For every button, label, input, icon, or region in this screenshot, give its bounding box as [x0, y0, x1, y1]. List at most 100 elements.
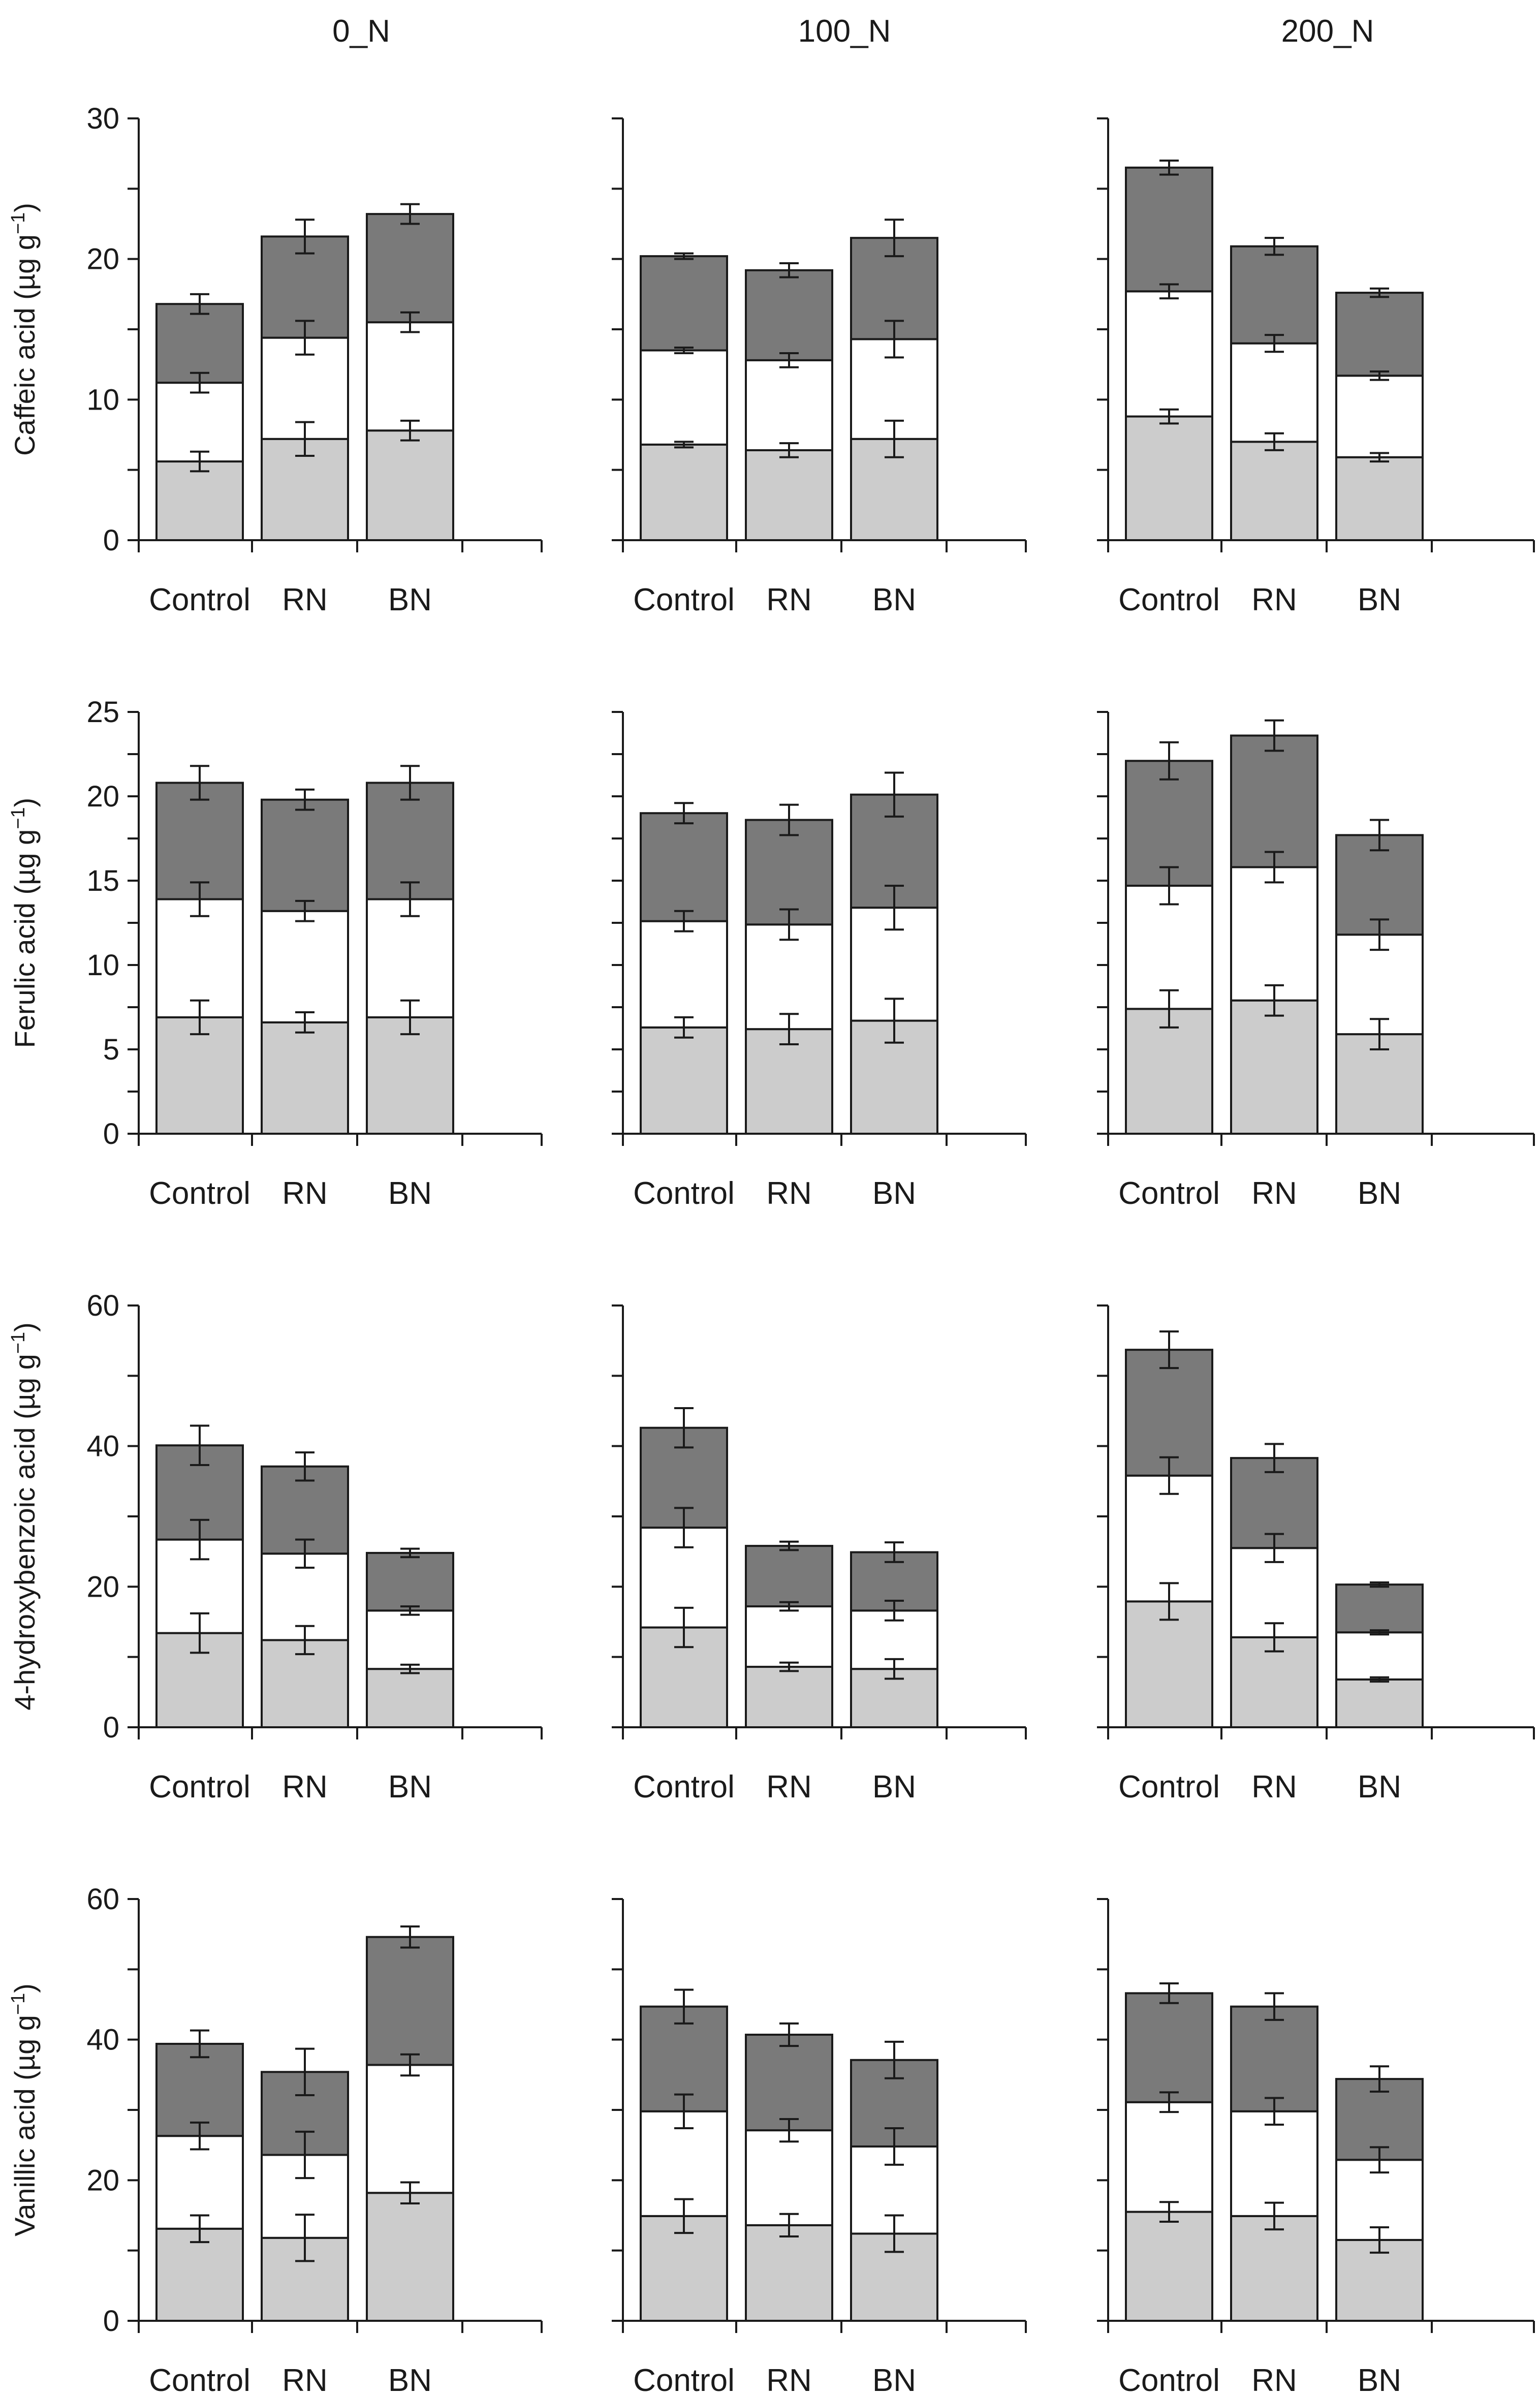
bar-segment-top — [1230, 2005, 1318, 2112]
bar-segment-middle — [1125, 290, 1213, 418]
bar-segment-top — [366, 213, 454, 324]
y-axis-title-superscript: −1 — [8, 1332, 29, 1354]
bar-rn — [261, 788, 349, 1135]
bar-segment-bottom — [1335, 1033, 1424, 1135]
bar-segment-bottom — [640, 1026, 728, 1135]
bar-segment-bottom — [155, 460, 244, 541]
bar-segment-bottom — [1125, 415, 1213, 541]
bar-control — [1125, 160, 1213, 541]
bar-segment-top — [1335, 292, 1424, 377]
bar-segment-bottom — [1230, 441, 1318, 541]
bar-rn — [261, 1451, 349, 1728]
y-axis-title-close: ) — [9, 1983, 41, 1993]
chart-row-3: Vanillic acid (µg g−1) 0 20 40 60 Control RN BN… — [8, 1883, 1535, 2395]
x-category-label: BN — [388, 582, 432, 617]
bar-segment-bottom — [1125, 1600, 1213, 1728]
panel-1-0: 0 5 10 15 20 25 Control RN BN — [86, 696, 543, 1211]
x-category-label: Control — [633, 2363, 735, 2395]
y-tick-label: 60 — [86, 1289, 119, 1322]
y-tick-label: 60 — [86, 1883, 119, 1916]
bar-segment-top — [366, 782, 454, 900]
x-category-label: RN — [282, 1176, 328, 1211]
x-category-label: RN — [766, 582, 812, 617]
bar-segment-middle — [1125, 884, 1213, 1010]
x-category-label: RN — [282, 2363, 328, 2395]
x-category-label: BN — [1358, 1176, 1401, 1211]
bar-segment-top — [745, 269, 833, 361]
y-axis-title-close: ) — [9, 203, 41, 212]
panel-3-2: Control RN BN — [1097, 1898, 1535, 2395]
y-axis-title-superscript: −1 — [8, 807, 29, 829]
bar-segment-middle — [1125, 1474, 1213, 1603]
bar-bn — [850, 2040, 938, 2322]
bar-bn — [1335, 287, 1424, 541]
bar-rn — [1230, 1992, 1318, 2322]
bar-bn — [1335, 819, 1424, 1135]
bar-segment-middle — [1335, 375, 1424, 458]
x-category-label: BN — [872, 1176, 916, 1211]
x-category-label: RN — [1251, 1769, 1297, 1805]
y-tick-label: 15 — [86, 864, 119, 897]
bar-segment-bottom — [745, 1028, 833, 1135]
bar-segment-middle — [745, 1605, 833, 1668]
y-tick-label: 40 — [86, 2024, 119, 2057]
bar-segment-middle — [366, 321, 454, 432]
bar-segment-middle — [745, 359, 833, 451]
bar-segment-middle — [640, 920, 728, 1029]
panel-2-0: 0 20 40 60 Control RN BN — [86, 1289, 543, 1805]
bar-rn — [1230, 237, 1318, 541]
y-axis-title-superscript: −1 — [8, 212, 29, 234]
x-category-label: BN — [1358, 582, 1401, 617]
x-category-label: Control — [1118, 1176, 1220, 1211]
chart-row-2: 4-hydroxybenzoic acid (µg g−1) 0 20 40 60 Con… — [8, 1289, 1535, 1805]
y-axis-title-close: ) — [9, 1322, 41, 1332]
x-category-label: BN — [388, 1176, 432, 1211]
panel-1-2: Control RN BN — [1097, 711, 1535, 1211]
y-axis-title: 4-hydroxybenzoic acid (µg g−1) — [8, 1322, 41, 1710]
bar-segment-bottom — [366, 1668, 454, 1729]
x-category-label: Control — [633, 1769, 735, 1805]
bar-segment-top — [155, 303, 244, 384]
x-category-label: RN — [766, 1769, 812, 1805]
bar-segment-top — [745, 1545, 833, 1608]
column-title-100n: 100_N — [798, 14, 891, 49]
y-tick-label: 20 — [86, 780, 119, 813]
bar-segment-middle — [155, 2135, 244, 2230]
bar-bn — [366, 1547, 454, 1729]
bar-bn — [850, 1541, 938, 1729]
y-tick-label: 30 — [86, 102, 119, 135]
bar-bn — [366, 203, 454, 542]
bar-control — [155, 765, 244, 1135]
bar-segment-bottom — [745, 2224, 833, 2322]
bar-segment-top — [1335, 1583, 1424, 1634]
y-tick-label: 20 — [86, 243, 119, 276]
panel-1-1: Control RN BN — [612, 711, 1027, 1211]
x-category-label: Control — [149, 1176, 250, 1211]
bar-rn — [261, 2047, 349, 2322]
panel-3-1: Control RN BN — [612, 1898, 1027, 2395]
y-tick-label: 25 — [86, 696, 119, 729]
bar-bn — [366, 765, 454, 1135]
bar-rn — [261, 219, 349, 541]
bar-segment-bottom — [155, 2227, 244, 2322]
y-axis-title: Caffeic acid (µg g−1) — [8, 203, 41, 456]
y-tick-label: 10 — [86, 383, 119, 416]
x-category-label: Control — [633, 1176, 735, 1211]
bar-segment-bottom — [366, 2192, 454, 2322]
x-category-label: Control — [1118, 1769, 1220, 1805]
y-tick-label: 40 — [86, 1430, 119, 1463]
bar-segment-middle — [1230, 2110, 1318, 2217]
panel-2-1: Control RN BN — [612, 1304, 1027, 1805]
panel-0-1: Control RN BN — [612, 117, 1027, 617]
bar-segment-bottom — [1335, 1678, 1424, 1729]
bar-bn — [366, 1925, 454, 2322]
x-category-label: BN — [872, 2363, 916, 2395]
bar-segment-bottom — [1230, 999, 1318, 1135]
bar-rn — [745, 2022, 833, 2322]
x-category-label: BN — [388, 1769, 432, 1805]
y-tick-label: 0 — [103, 2305, 119, 2338]
x-category-label: RN — [1251, 2363, 1297, 2395]
bar-segment-top — [155, 782, 244, 900]
